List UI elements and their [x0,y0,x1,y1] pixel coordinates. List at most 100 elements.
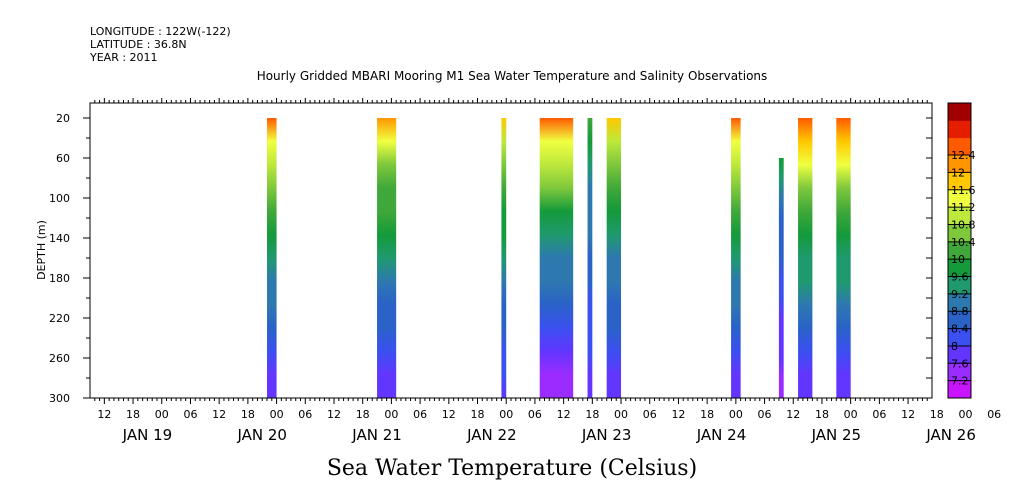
x-date-label: JAN 19 [122,426,173,444]
y-tick-label: 140 [49,232,70,245]
x-tick-label: 12 [901,408,915,421]
colorbar: 12.4 12 11.6 11.2 10.8 10.4 10 9.6 9.2 8.8 8.4 8 7.6… [947,102,976,399]
y-axis-label: DEPTH (m) [35,220,48,280]
colorbar-swatch [948,328,971,347]
right-axis-ticks [926,117,932,399]
temperature-segment [836,118,851,398]
colorbar-swatch [948,172,971,191]
y-axis: 20 60 100 140 180 220 260 300 [49,112,90,405]
temperature-segment [267,118,277,398]
latitude-label: LATITUDE : 36.8N [90,38,187,51]
x-tick-label: 00 [729,408,743,421]
colorbar-swatch [948,380,971,399]
x-tick-label: 06 [413,408,427,421]
y-tick-label: 220 [49,312,70,325]
x-tick-label: 12 [97,408,111,421]
colorbar-swatch [948,363,971,382]
colorbar-swatch [948,103,971,121]
x-tick-label: 00 [958,408,972,421]
colorbar-label: 10.8 [951,218,976,231]
x-tick-label: 00 [844,408,858,421]
x-tick-label: 06 [643,408,657,421]
x-tick-label: 18 [930,408,944,421]
colorbar-label: 9.6 [951,271,969,284]
x-date-label: JAN 20 [236,426,287,444]
colorbar-swatch [948,293,971,312]
temperature-segment [587,118,593,398]
colorbar-label: 10 [951,253,965,266]
x-tick-label: 12 [327,408,341,421]
temperature-segment [539,118,574,398]
colorbar-label: 8 [951,340,958,353]
temperature-segment [501,118,507,398]
x-tick-label: 06 [298,408,312,421]
x-tick-label: 00 [614,408,628,421]
x-tick-label: 18 [471,408,485,421]
x-date-label: JAN 24 [696,426,747,444]
x-date-label: JAN 25 [811,426,862,444]
x-date-label: JAN 26 [925,426,976,444]
x-tick-label: 18 [585,408,599,421]
colorbar-label: 12.4 [951,149,976,162]
temperature-segment [606,118,622,398]
temperature-segment [377,118,397,398]
colorbar-label: 7.2 [951,375,969,388]
colorbar-swatch [948,155,971,173]
y-tick-label: 100 [49,192,70,205]
colorbar-swatch [948,241,971,260]
x-tick-label: 06 [758,408,772,421]
x-tick-label: 06 [872,408,886,421]
x-tick-label: 12 [786,408,800,421]
colorbar-label: 8.4 [951,323,969,336]
colorbar-swatch [948,189,971,208]
x-tick-label: 06 [987,408,1001,421]
x-tick-label: 00 [499,408,513,421]
colorbar-swatch [948,311,971,329]
x-tick-label: 18 [356,408,370,421]
colorbar-label: 11.6 [951,184,976,197]
x-tick-label: 18 [815,408,829,421]
x-tick-label: 12 [557,408,571,421]
data-segments [267,118,971,398]
top-axis-ticks [94,98,928,103]
x-tick-label: 06 [183,408,197,421]
colorbar-label: 10.4 [951,236,976,249]
x-tick-label: 06 [528,408,542,421]
colorbar-label: 7.6 [951,357,969,370]
x-tick-label: 18 [241,408,255,421]
colorbar-label: 12 [951,166,965,179]
colorbar-swatch [948,207,971,225]
x-tick-label: 12 [212,408,226,421]
colorbar-swatch [948,345,971,364]
colorbar-swatch [948,276,971,295]
chart-title: Hourly Gridded MBARI Mooring M1 Sea Wate… [257,69,768,83]
x-tick-label: 00 [384,408,398,421]
colorbar-frame [947,102,972,399]
colorbar-swatch [948,259,971,277]
x-tick-label: 18 [700,408,714,421]
y-tick-label: 260 [49,352,70,365]
colorbar-swatch [948,224,971,243]
x-date-label: JAN 22 [466,426,517,444]
colorbar-label: 8.8 [951,305,969,318]
x-tick-label: 18 [126,408,140,421]
temperature-segment [731,118,741,398]
x-date-label: JAN 21 [351,426,402,444]
y-tick-label: 60 [56,152,70,165]
x-tick-label: 12 [442,408,456,421]
temperature-segment [778,158,784,398]
temperature-segment [798,118,813,398]
colorbar-swatch [948,137,971,156]
y-tick-label: 180 [49,272,70,285]
x-date-label: JAN 23 [581,426,632,444]
colorbar-swatch [948,120,971,139]
x-tick-label: 12 [671,408,685,421]
longitude-label: LONGITUDE : 122W(-122) [90,25,231,38]
colorbar-title: Sea Water Temperature (Celsius) [327,456,697,481]
x-tick-label: 00 [270,408,284,421]
colorbar-label: 9.2 [951,288,969,301]
year-label: YEAR : 2011 [89,51,158,64]
x-axis: 12 18 00 06 12 18 00 06 12 18 00 06 12 18 00 06 12 18 00 06… [94,398,1001,444]
y-tick-label: 300 [49,392,70,405]
